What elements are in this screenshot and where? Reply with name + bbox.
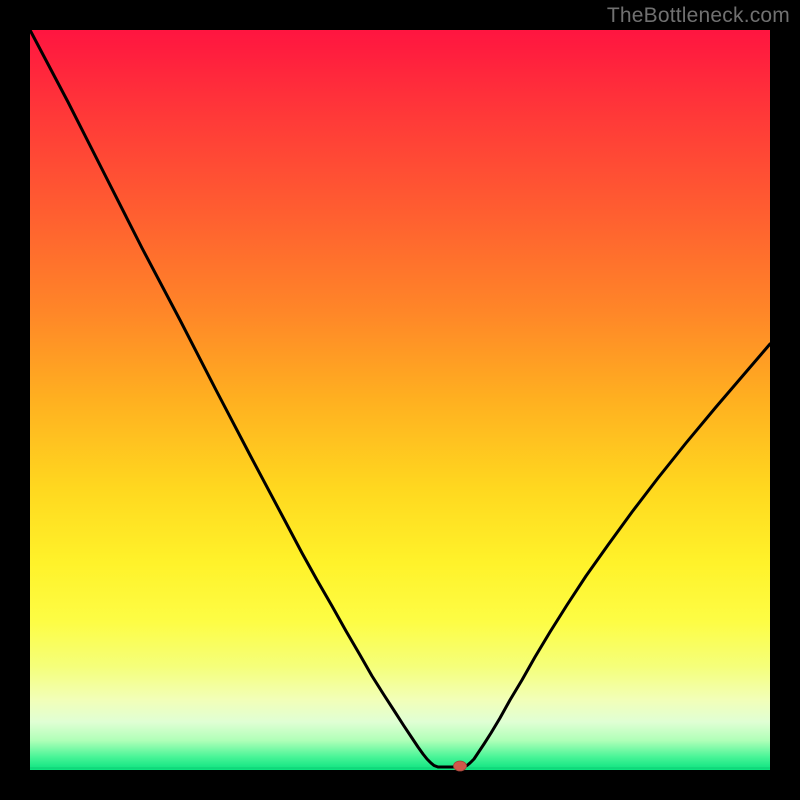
bottleneck-chart [0, 0, 800, 800]
watermark-text: TheBottleneck.com [607, 4, 790, 28]
optimal-point-marker [454, 761, 467, 771]
plot-background [30, 30, 770, 770]
chart-container: TheBottleneck.com [0, 0, 800, 800]
